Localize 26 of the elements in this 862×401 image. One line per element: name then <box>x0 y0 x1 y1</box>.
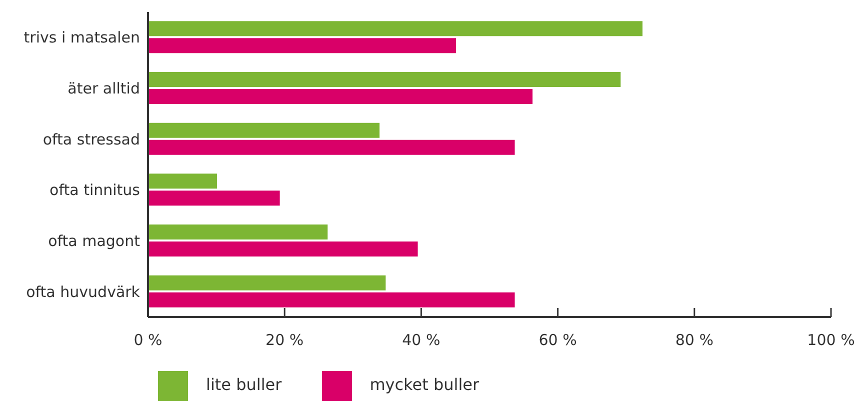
legend-label: mycket buller <box>370 375 480 394</box>
y-tick-label: ofta magont <box>48 232 140 250</box>
bar <box>148 174 217 189</box>
x-tick-label: 100 % <box>807 331 855 349</box>
y-tick-label: ofta huvudvärk <box>26 282 140 301</box>
bar <box>148 292 515 308</box>
bar <box>148 275 386 290</box>
legend-label: lite buller <box>206 375 282 394</box>
bar <box>148 72 621 87</box>
x-tick-label: 60 % <box>538 331 577 349</box>
bar <box>148 21 642 36</box>
bar <box>148 140 515 155</box>
bar <box>148 122 380 138</box>
bar <box>148 241 418 256</box>
bar <box>148 38 456 54</box>
y-tick-label: trivs i matsalen <box>24 28 140 47</box>
bar <box>148 88 533 104</box>
x-tick-label: 80 % <box>675 331 714 349</box>
x-tick-label: 0 % <box>134 331 162 349</box>
y-tick-label: äter alltid <box>68 80 140 98</box>
y-tick-label: ofta tinnitus <box>50 181 140 200</box>
bar <box>148 190 280 206</box>
y-tick-label: ofta stressad <box>42 130 140 148</box>
bar <box>148 224 328 240</box>
x-tick-label: 20 % <box>266 331 304 349</box>
x-tick-label: 40 % <box>402 331 440 349</box>
